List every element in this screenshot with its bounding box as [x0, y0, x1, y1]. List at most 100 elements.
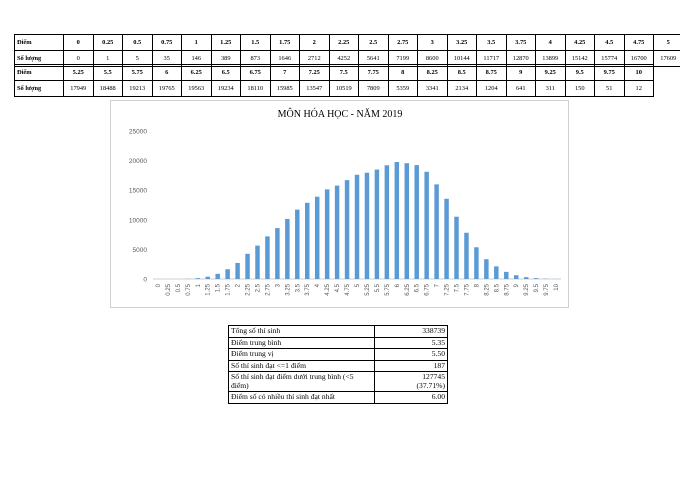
bar	[384, 165, 390, 279]
score-row: Điểm 0 0.25 0.5 0.75 1 1.25 1.5 1.75 2 2.25 2.5 2.7…	[14, 34, 680, 51]
count-cell: 12	[623, 80, 654, 97]
x-tick-label: 7.5	[455, 283, 461, 292]
count-cell: 641	[505, 80, 536, 97]
x-tick-label: 4.5	[335, 283, 341, 292]
bar	[394, 161, 400, 279]
x-tick-label: 1.5	[216, 283, 222, 292]
bar	[444, 198, 449, 279]
score-cell: 7.25	[299, 64, 330, 81]
x-tick-label: 6.5	[415, 283, 421, 292]
score-cell: 7.5	[328, 64, 359, 81]
stat-value-main: 6.00	[431, 392, 445, 401]
count-cell: 19213	[122, 80, 153, 97]
score-cell: 5	[653, 34, 680, 51]
x-tick-label: 7.25	[445, 283, 451, 295]
stat-row: Điểm số có nhiều thí sinh đạt nhất 6.00	[227, 391, 448, 404]
bar	[205, 276, 210, 279]
score-cell: 0	[63, 34, 94, 51]
x-tick-label: 2	[236, 283, 242, 287]
x-tick-label: 5.25	[365, 283, 371, 295]
bar	[354, 174, 360, 279]
stat-value: 127745 (37.71%)	[374, 371, 448, 392]
count-cell: 2134	[446, 80, 477, 97]
count-row: Số lượng 0 1 5 35 146 389 873 1646 2712 4252 5641 7…	[14, 50, 680, 67]
bars	[165, 161, 559, 279]
count-cell: 18110	[240, 80, 271, 97]
x-tick-label: 3.75	[305, 283, 311, 295]
bar	[474, 247, 479, 279]
bar	[344, 180, 350, 279]
score-cell: 6.75	[240, 64, 271, 81]
stat-row: Điểm trung bình 5.35	[227, 336, 448, 349]
score-cell: 2.75	[387, 34, 418, 51]
stat-value: 5.50	[374, 348, 448, 361]
bar	[235, 262, 240, 279]
score-cell: 3.75	[505, 34, 536, 51]
x-tick-label: 3	[275, 283, 281, 287]
bar	[533, 278, 539, 279]
score-cell: 7.75	[358, 64, 389, 81]
bar	[404, 163, 409, 279]
bar	[454, 216, 459, 279]
score-cell: 4.25	[564, 34, 595, 51]
bar	[255, 245, 260, 279]
score-cell: 9.5	[564, 64, 595, 81]
bar	[265, 236, 270, 279]
score-cell: 8.75	[476, 64, 507, 81]
count-cell: 1204	[476, 80, 507, 97]
bar	[295, 209, 300, 279]
x-tick-label: 2.5	[255, 283, 261, 292]
y-tick-label: 10000	[129, 217, 147, 224]
x-tick-label: 1	[196, 283, 202, 287]
count-cell: 19563	[181, 80, 212, 97]
x-tick-label: 9.25	[524, 283, 530, 295]
score-cell: 6	[151, 64, 182, 81]
stat-row: Số thí sinh đạt <=1 điểm 187	[227, 359, 448, 372]
bar	[305, 202, 310, 279]
score-cell: 8.5	[446, 64, 477, 81]
x-tick-label: 1.75	[226, 283, 232, 295]
stat-value-percent: (37.71%)	[416, 380, 445, 390]
y-tick-label: 0	[143, 277, 147, 284]
stat-label: Số thí sinh đạt điểm dưới trung bình (<5…	[227, 371, 376, 392]
score-cell: 9.25	[535, 64, 566, 81]
score-cell: 3	[417, 34, 448, 51]
x-tick-label: 0.5	[176, 283, 182, 292]
score-cell: 0.75	[151, 34, 182, 51]
score-cell: 8.25	[417, 64, 448, 81]
bar	[195, 278, 201, 279]
x-tick-label: 8.25	[484, 283, 490, 295]
y-tick-label: 20000	[129, 158, 147, 165]
score-cell: 7	[269, 64, 300, 81]
stat-value-main: 338739	[422, 326, 445, 335]
count-cell: 17949	[63, 80, 94, 97]
x-tick-label: 2.25	[246, 283, 252, 295]
score-row-label: Điểm	[14, 34, 64, 51]
score-cell: 9.75	[594, 64, 625, 81]
count-cell: 7809	[358, 80, 389, 97]
count-cell: 311	[535, 80, 566, 97]
bar	[364, 172, 370, 279]
score-row-label: Điểm	[14, 64, 64, 81]
score-cell: 2	[299, 34, 330, 51]
bar	[245, 253, 250, 279]
x-tick-label: 0.25	[166, 283, 172, 295]
bar	[484, 259, 489, 279]
x-tick-label: 9	[514, 283, 520, 287]
score-cell: 4	[535, 34, 566, 51]
score-cell: 8	[387, 64, 418, 81]
stat-value-main: 5.50	[431, 349, 445, 358]
stat-value: 187	[374, 359, 448, 372]
bar	[434, 184, 439, 279]
score-cell: 2.25	[328, 34, 359, 51]
count-cell: 18488	[92, 80, 123, 97]
score-cell: 0.5	[122, 34, 153, 51]
score-cell: 5.5	[92, 64, 123, 81]
x-tick-label: 4	[315, 283, 321, 287]
x-tick-label: 6	[395, 283, 401, 287]
score-cell: 1.5	[240, 34, 271, 51]
bar	[324, 189, 330, 279]
stat-value: 338739	[374, 325, 448, 338]
count-cell: 10519	[328, 80, 359, 97]
x-tick-label: 1.25	[206, 283, 212, 295]
